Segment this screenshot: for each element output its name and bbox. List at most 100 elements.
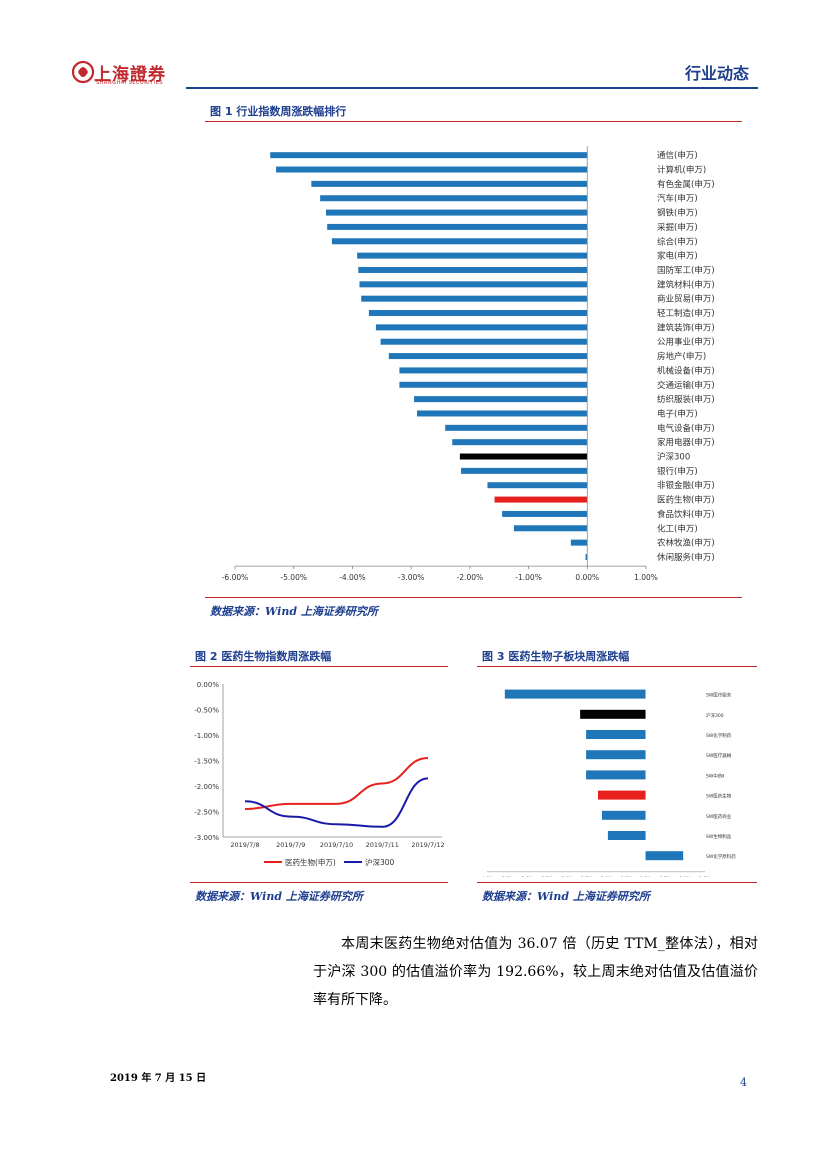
x-tick-label-8: 0.0% xyxy=(640,876,652,877)
bar-23 xyxy=(487,482,588,489)
x-tick-label-0: 2019/7/8 xyxy=(230,841,259,849)
valuation-paragraph: 本周末医药生物绝对估值为 36.07 倍（历史 TTM_整体法），相对于沪深 3… xyxy=(313,936,758,1008)
category-label-10: 商业贸易(申万) xyxy=(657,294,715,305)
figure1-source: 数据来源：Wind 上海证券研究所 xyxy=(210,605,378,618)
category-label-23: 非银金融(申万) xyxy=(657,480,715,491)
bar-18 xyxy=(417,410,588,417)
bar-7 xyxy=(357,252,588,259)
figure3-bottom-rule xyxy=(477,882,757,883)
x-tick-label-4: -2.0% xyxy=(560,876,574,877)
category-label-0: SW医疗服务 xyxy=(706,692,732,699)
bar-6 xyxy=(331,238,588,245)
pharma-weekly-line-chart: 0.00% -0.50% -1.00% -1.50% -2.00% -2.50% -3.00… xyxy=(194,681,444,867)
category-label-4: SW中药Ⅱ xyxy=(706,772,725,779)
x-tick-label-3: -3.00% xyxy=(398,573,425,582)
category-label-21: 沪深300 xyxy=(657,452,690,463)
x-tick-label-6: 0.00% xyxy=(575,573,599,582)
y-tick-label-6: -3.00% xyxy=(194,834,219,842)
bar-21 xyxy=(459,453,588,460)
bar-9 xyxy=(359,281,588,288)
bar-13 xyxy=(380,338,588,345)
category-label-5: 采掘(申万) xyxy=(657,222,698,233)
section-title: 行业动态 xyxy=(684,64,749,83)
bar-4 xyxy=(326,209,588,216)
footer-date: 2019 年 7 月 15 日 xyxy=(110,1073,207,1084)
bar-25 xyxy=(502,510,588,517)
bar-2 xyxy=(311,180,588,187)
legend-label-0: 医药生物(申万) xyxy=(285,857,336,867)
figure1-title: 图 1 行业指数周涨跌幅排行 xyxy=(210,105,347,118)
bar-5 xyxy=(327,223,588,230)
bar-11 xyxy=(368,310,588,317)
bar-14 xyxy=(388,353,588,360)
x-tick-label-4: 2019/7/12 xyxy=(411,841,444,849)
x-tick-label-6: -1.0% xyxy=(599,876,613,877)
bar-10 xyxy=(361,295,588,302)
category-label-20: 家用电器(申万) xyxy=(657,437,715,448)
category-label-6: SW医药商业 xyxy=(706,813,732,820)
category-label-14: 房地产(申万) xyxy=(657,351,706,362)
category-label-11: 轻工制造(申万) xyxy=(657,308,715,319)
x-tick-label-3: -2.5% xyxy=(540,876,554,877)
category-label-1: 沪深300 xyxy=(706,712,724,719)
bar-19 xyxy=(445,424,588,431)
x-tick-label-7: -0.5% xyxy=(619,876,633,877)
category-label-7: 家电(申万) xyxy=(657,251,698,262)
category-label-12: 建筑装饰(申万) xyxy=(657,322,715,333)
x-tick-label-10: 1.0% xyxy=(679,876,691,877)
legend-label-1: 沪深300 xyxy=(365,857,395,867)
x-tick-label-5: -1.5% xyxy=(580,876,594,877)
category-label-0: 通信(申万) xyxy=(657,150,698,161)
x-tick-label-2: -3.0% xyxy=(520,876,534,877)
page-number: 4 xyxy=(740,1076,747,1089)
category-label-26: 化工(申万) xyxy=(657,523,698,534)
figure2-source: 数据来源：Wind 上海证券研究所 xyxy=(195,890,363,903)
bar-3 xyxy=(320,195,588,202)
bar-15 xyxy=(399,367,588,374)
category-label-19: 电气设备(申万) xyxy=(657,423,715,434)
bar-3 xyxy=(586,750,646,760)
category-label-4: 钢铁(申万) xyxy=(657,208,698,219)
bar-8 xyxy=(645,851,684,861)
category-label-3: SW医疗器械 xyxy=(706,752,732,759)
category-label-27: 农林牧渔(申万) xyxy=(657,538,715,549)
bar-17 xyxy=(414,396,588,403)
y-tick-label-0: 0.00% xyxy=(197,681,220,689)
x-tick-label-9: 0.5% xyxy=(660,876,672,877)
y-tick-label-3: -1.50% xyxy=(194,758,219,766)
figure3-source: 数据来源：Wind 上海证券研究所 xyxy=(482,890,650,903)
bar-6 xyxy=(601,810,646,820)
figure2-top-rule xyxy=(190,666,448,667)
category-label-2: 有色金属(申万) xyxy=(657,179,715,190)
figure2-title: 图 2 医药生物指数周涨跌幅 xyxy=(195,650,332,663)
industry-ranking-chart: 通信(申万) 计算机(申万) 有色金属(申万) 汽车(申万) 钢铁(申万) 采掘(申万) 综… xyxy=(222,146,715,582)
x-tick-label-7: 1.00% xyxy=(634,573,658,582)
category-label-2: SW化学制药 xyxy=(706,732,732,739)
x-tick-label-3: 2019/7/11 xyxy=(366,841,399,849)
x-tick-label-0: -4.0% xyxy=(480,876,494,877)
bar-28 xyxy=(585,553,588,560)
bar-2 xyxy=(586,730,646,739)
y-tick-label-5: -2.50% xyxy=(194,809,219,817)
company-logo-icon xyxy=(71,60,95,84)
category-label-15: 机械设备(申万) xyxy=(657,365,715,376)
bar-0 xyxy=(504,689,646,699)
bar-7 xyxy=(607,831,646,840)
figure3-top-rule xyxy=(477,666,757,667)
category-label-22: 银行(申万) xyxy=(657,466,698,477)
x-tick-label-0: -6.00% xyxy=(222,573,249,582)
bar-5 xyxy=(597,790,646,800)
figure3-title: 图 3 医药生物子板块周涨跌幅 xyxy=(482,650,630,663)
y-tick-label-4: -2.00% xyxy=(194,783,219,791)
logo-text: 上海證券 xyxy=(94,65,166,85)
category-label-18: 电子(申万) xyxy=(657,408,698,419)
category-label-25: 食品饮料(申万) xyxy=(657,509,715,520)
figure1-bottom-rule xyxy=(205,597,742,598)
logo-subtext: SHANGHAI SECURITIES xyxy=(96,80,164,86)
category-label-24: 医药生物(申万) xyxy=(657,495,715,506)
x-tick-label-5: -1.00% xyxy=(515,573,542,582)
y-tick-label-2: -1.00% xyxy=(194,732,219,740)
category-label-17: 纺织服装(申万) xyxy=(657,394,715,405)
category-label-6: 综合(申万) xyxy=(657,236,698,247)
category-label-9: 建筑材料(申万) xyxy=(657,279,715,290)
